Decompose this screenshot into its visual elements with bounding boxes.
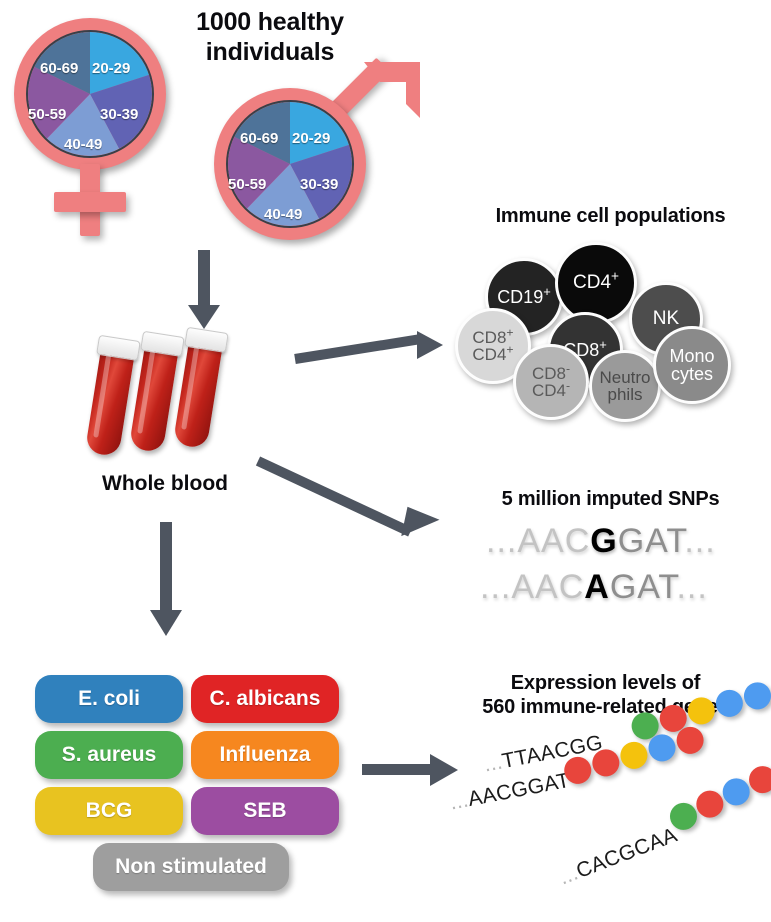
age-slice-60-69 bbox=[234, 102, 290, 164]
arrow-stimuli-to-genes bbox=[362, 752, 472, 792]
rna-sequence-text: ...AACGGAT bbox=[448, 768, 572, 815]
arrow-blood-to-stimuli bbox=[148, 522, 188, 640]
stimulus-pill-s-aureus[interactable]: S. aureus bbox=[35, 731, 183, 779]
age-label-20-29-male: 20-29 bbox=[292, 130, 331, 147]
immune-cell-label: CD4+ bbox=[573, 268, 619, 294]
immune-cell-monocytes[interactable]: Mono cytes bbox=[653, 326, 731, 404]
snp-left: AAC bbox=[511, 568, 585, 606]
snp-variant: G bbox=[590, 522, 618, 560]
female-symbol: 60-69 20-29 50-59 30-39 40-49 bbox=[8, 14, 188, 246]
immune-cell-label: Neutro phils bbox=[599, 367, 651, 404]
age-slice-50-59 bbox=[28, 66, 90, 139]
snp-prefix: ... bbox=[480, 568, 512, 606]
snp-sequences: ...AACGGAT... ...AACAGAT... bbox=[480, 522, 760, 618]
whole-blood-label: Whole blood bbox=[102, 472, 228, 495]
age-label-50-59: 50-59 bbox=[28, 106, 67, 123]
stimulus-pill-influenza[interactable]: Influenza bbox=[191, 731, 339, 779]
age-label-20-29: 20-29 bbox=[92, 60, 131, 77]
age-label-60-69-male: 60-69 bbox=[240, 130, 279, 147]
rna-sequence-text: ...CACGCAA bbox=[556, 823, 681, 890]
age-slice-40-49 bbox=[246, 164, 320, 226]
snp-right: GAT bbox=[617, 522, 685, 560]
age-label-40-49: 40-49 bbox=[64, 136, 103, 153]
age-slice-20-29 bbox=[290, 102, 349, 164]
page-title: 1000 healthy individuals bbox=[196, 8, 344, 66]
immune-section-title: Immune cell populations bbox=[495, 205, 726, 227]
immune-cell-label: CD8- CD4- bbox=[531, 361, 571, 400]
snp-sequence-row: ...AACGGAT... bbox=[486, 522, 716, 561]
male-symbol: 60-69 20-29 50-59 30-39 40-49 bbox=[200, 57, 420, 250]
age-label-60-69: 60-69 bbox=[40, 60, 79, 77]
age-pie-male bbox=[226, 100, 354, 228]
age-slice-20-29 bbox=[90, 32, 149, 94]
snp-left: AAC bbox=[517, 522, 591, 560]
stimulus-pill-e-coli[interactable]: E. coli bbox=[35, 675, 183, 723]
female-cross bbox=[54, 192, 126, 212]
immune-cell-label: CD8+ CD4+ bbox=[472, 325, 514, 364]
arrow-blood-to-snps bbox=[255, 450, 458, 555]
age-label-40-49-male: 40-49 bbox=[264, 206, 303, 223]
rna-strands: ...TTAACGG ...AACGGAT ...CACGCAA bbox=[440, 680, 771, 912]
snps-section-title: 5 million imputed SNPs bbox=[501, 488, 720, 510]
arrow-cohort-to-blood bbox=[186, 250, 226, 330]
snp-sequence-row: ...AACAGAT... bbox=[480, 568, 708, 607]
arrow-blood-to-immune bbox=[294, 322, 460, 382]
age-slice-30-39 bbox=[290, 144, 352, 219]
age-pie-male-svg bbox=[228, 102, 352, 226]
age-slice-50-59 bbox=[228, 136, 290, 209]
age-label-30-39: 30-39 bbox=[100, 106, 139, 123]
snp-suffix: ... bbox=[684, 522, 716, 560]
stimulus-pill-seb[interactable]: SEB bbox=[191, 787, 339, 835]
blood-tubes bbox=[84, 326, 275, 470]
immune-cell-label: Mono cytes bbox=[669, 345, 715, 384]
immune-cell-cd4[interactable]: CD4+ bbox=[555, 242, 637, 324]
snp-prefix: ... bbox=[486, 522, 518, 560]
snp-variant: A bbox=[584, 568, 610, 606]
immune-cell-label: NK bbox=[652, 308, 680, 330]
age-label-30-39-male: 30-39 bbox=[300, 176, 339, 193]
male-arrow-head bbox=[364, 62, 420, 118]
age-slice-30-39 bbox=[90, 74, 152, 149]
age-slice-60-69 bbox=[34, 32, 90, 94]
age-pie-female-svg bbox=[28, 32, 152, 156]
immune-cell-cd8-cd4[interactable]: CD8- CD4- bbox=[513, 344, 589, 420]
snp-suffix: ... bbox=[676, 568, 708, 606]
age-slice-40-49 bbox=[46, 94, 120, 156]
snp-right: GAT bbox=[609, 568, 677, 606]
genes-title-line-1: Expression levels of bbox=[510, 672, 701, 694]
rna-bead bbox=[618, 739, 650, 772]
blood-tube bbox=[84, 334, 141, 458]
immune-cell-cluster: CD19+ CD4+ NK CD8+ CD8+ CD4+ CD8- CD4- Neutro phi… bbox=[455, 240, 771, 422]
stimulus-pill-c-albicans[interactable]: C. albicans bbox=[191, 675, 339, 723]
immune-cell-neutrophils[interactable]: Neutro phils bbox=[589, 350, 661, 422]
stimulus-pill-bcg[interactable]: BCG bbox=[35, 787, 183, 835]
age-label-50-59-male: 50-59 bbox=[228, 176, 267, 193]
stimuli-panel: E. coli C. albicans S. aureus Influenza … bbox=[35, 675, 345, 891]
immune-cell-label: CD19+ bbox=[497, 283, 551, 307]
stimulus-pill-non-stimulated[interactable]: Non stimulated bbox=[93, 843, 289, 891]
age-pie-female bbox=[26, 30, 154, 158]
